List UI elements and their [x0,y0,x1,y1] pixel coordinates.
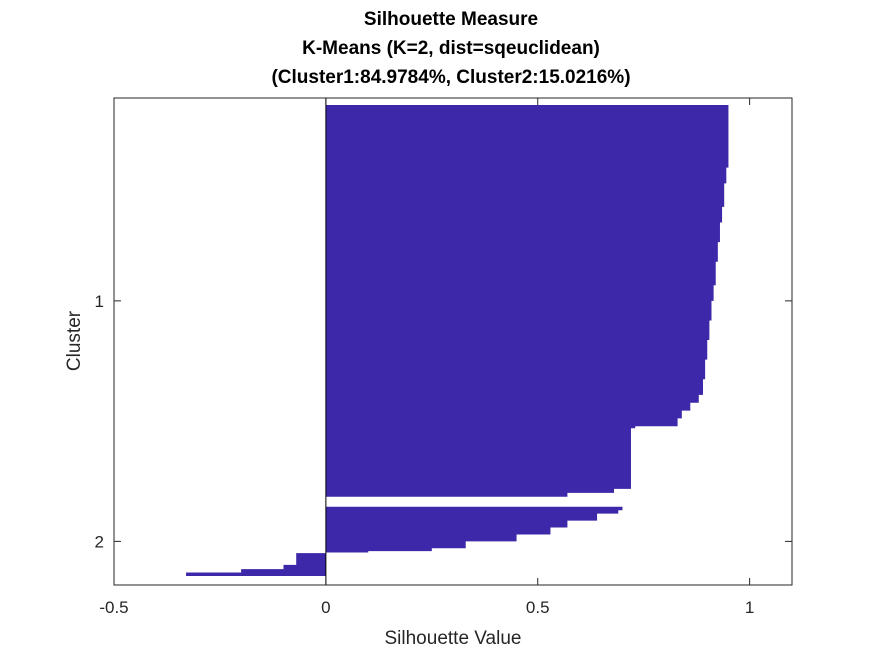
cluster-1-silhouette [325,105,729,497]
y-axis-label: Cluster [64,310,85,371]
silhouette-bars [126,105,729,576]
y-axis: 12 [95,292,792,551]
chart-title-line-2: K-Means (K=2, dist=sqeuclidean) [302,38,600,59]
x-tick-label: 1 [745,598,754,617]
y-tick-label: 1 [95,292,104,311]
y-tick-label: 2 [95,532,104,551]
x-tick-label: 0 [321,598,330,617]
axes-box [113,97,793,586]
chart-title-line-3: (Cluster1:84.9784%, Cluster2:15.0216%) [271,67,630,88]
x-tick-label: -0.5 [99,598,128,617]
x-tick-label: 0.5 [526,598,550,617]
x-axis-label: Silhouette Value [385,628,522,649]
cluster-2-silhouette [126,506,623,576]
x-axis: -0.5 0 0.5 1 [99,98,754,617]
chart-title-line-1: Silhouette Measure [364,9,538,30]
